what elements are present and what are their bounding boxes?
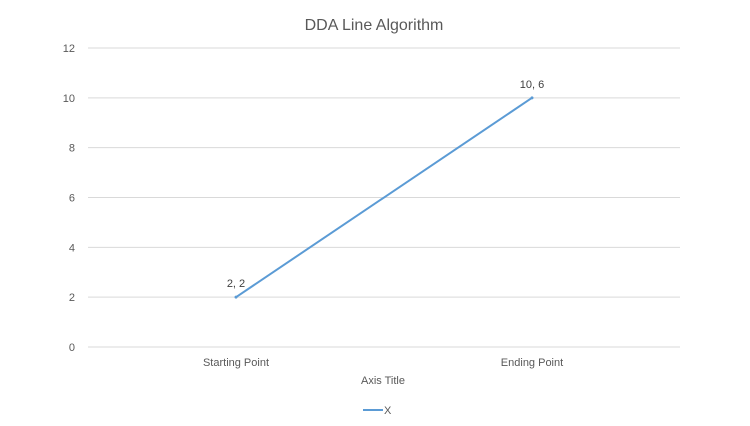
y-tick-label: 6 bbox=[69, 193, 75, 205]
y-tick-label: 12 bbox=[63, 43, 75, 55]
data-label: 2, 2 bbox=[227, 278, 245, 290]
x-tick-label: Ending Point bbox=[501, 357, 563, 369]
y-tick-label: 10 bbox=[63, 93, 75, 105]
x-axis-ticks: Starting Point Ending Point bbox=[203, 357, 563, 369]
y-tick-label: 8 bbox=[69, 143, 75, 155]
y-tick-label: 2 bbox=[69, 292, 75, 304]
gridlines bbox=[88, 47, 680, 348]
x-tick-label: Starting Point bbox=[203, 357, 269, 369]
series-layer bbox=[234, 96, 534, 299]
y-axis-ticks: 0 2 4 6 8 10 12 bbox=[63, 43, 75, 354]
legend: X bbox=[363, 405, 392, 417]
data-point bbox=[530, 96, 534, 100]
y-tick-label: 4 bbox=[69, 242, 75, 254]
data-labels: 2, 2 10, 6 bbox=[227, 79, 544, 290]
chart-title: DDA Line Algorithm bbox=[305, 17, 444, 34]
series-line-x bbox=[235, 97, 533, 298]
y-tick-label: 0 bbox=[69, 342, 75, 354]
data-point bbox=[234, 295, 238, 299]
x-axis-title: Axis Title bbox=[361, 375, 405, 387]
legend-label: X bbox=[384, 405, 392, 417]
data-label: 10, 6 bbox=[520, 79, 544, 91]
